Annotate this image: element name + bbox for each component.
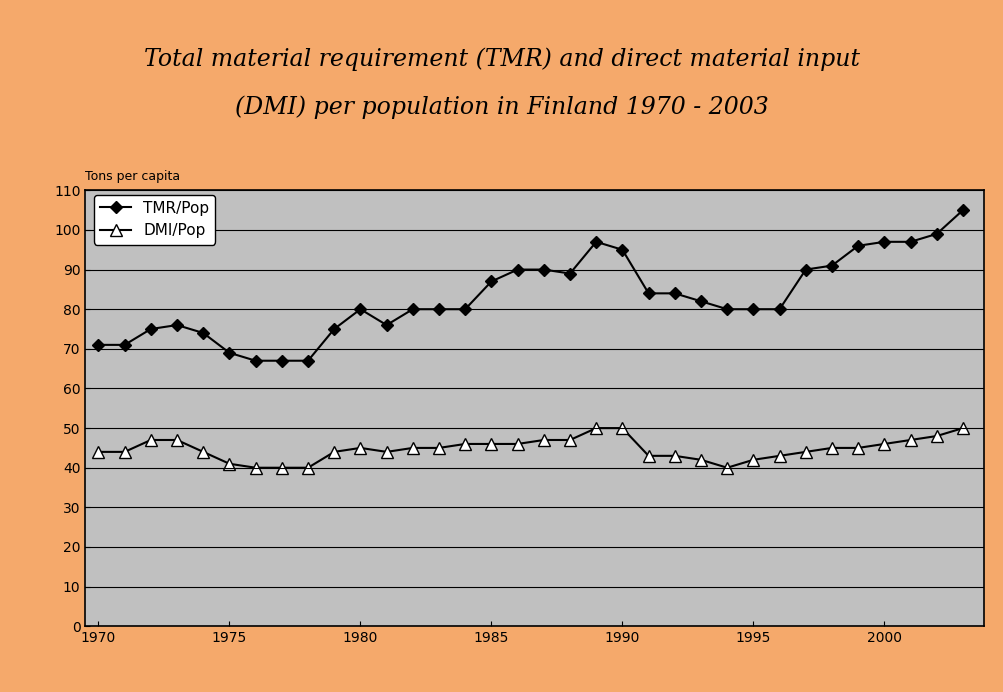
TMR/Pop	[484, 277, 496, 286]
DMI/Pop	[197, 448, 209, 456]
TMR/Pop	[642, 289, 654, 298]
TMR/Pop	[432, 305, 444, 313]
TMR/Pop	[250, 356, 262, 365]
DMI/Pop	[171, 436, 183, 444]
DMI/Pop	[616, 424, 628, 432]
DMI/Pop	[250, 464, 262, 472]
TMR/Pop	[694, 297, 706, 305]
TMR/Pop	[458, 305, 470, 313]
DMI/Pop	[224, 459, 236, 468]
DMI/Pop	[538, 436, 550, 444]
DMI/Pop	[878, 440, 890, 448]
DMI/Pop	[406, 444, 418, 452]
TMR/Pop	[512, 266, 524, 274]
DMI/Pop	[432, 444, 444, 452]
DMI/Pop	[930, 432, 942, 440]
DMI/Pop	[904, 436, 916, 444]
DMI/Pop	[825, 444, 838, 452]
DMI/Pop	[484, 440, 496, 448]
Line: DMI/Pop: DMI/Pop	[93, 423, 968, 473]
DMI/Pop	[668, 452, 680, 460]
TMR/Pop	[380, 321, 392, 329]
DMI/Pop	[380, 448, 392, 456]
TMR/Pop	[118, 340, 130, 349]
TMR/Pop	[328, 325, 340, 333]
DMI/Pop	[720, 464, 732, 472]
DMI/Pop	[799, 448, 811, 456]
TMR/Pop	[92, 340, 104, 349]
TMR/Pop	[354, 305, 366, 313]
DMI/Pop	[92, 448, 104, 456]
TMR/Pop	[590, 237, 602, 246]
Text: (DMI) per population in Finland 1970 - 2003: (DMI) per population in Finland 1970 - 2…	[235, 95, 768, 119]
DMI/Pop	[852, 444, 864, 452]
TMR/Pop	[930, 230, 942, 238]
TMR/Pop	[668, 289, 680, 298]
DMI/Pop	[328, 448, 340, 456]
DMI/Pop	[642, 452, 654, 460]
DMI/Pop	[772, 452, 784, 460]
TMR/Pop	[799, 266, 811, 274]
DMI/Pop	[276, 464, 288, 472]
Text: Tons per capita: Tons per capita	[85, 170, 181, 183]
DMI/Pop	[118, 448, 130, 456]
TMR/Pop	[171, 321, 183, 329]
Legend: TMR/Pop, DMI/Pop: TMR/Pop, DMI/Pop	[94, 194, 216, 244]
TMR/Pop	[224, 349, 236, 357]
DMI/Pop	[694, 455, 706, 464]
TMR/Pop	[720, 305, 732, 313]
TMR/Pop	[197, 329, 209, 337]
DMI/Pop	[354, 444, 366, 452]
TMR/Pop	[772, 305, 784, 313]
TMR/Pop	[302, 356, 314, 365]
TMR/Pop	[538, 266, 550, 274]
Text: Total material requirement (TMR) and direct material input: Total material requirement (TMR) and dir…	[143, 47, 860, 71]
DMI/Pop	[590, 424, 602, 432]
TMR/Pop	[878, 237, 890, 246]
TMR/Pop	[852, 242, 864, 250]
TMR/Pop	[904, 237, 916, 246]
DMI/Pop	[564, 436, 576, 444]
DMI/Pop	[144, 436, 156, 444]
TMR/Pop	[276, 356, 288, 365]
TMR/Pop	[564, 269, 576, 277]
TMR/Pop	[825, 262, 838, 270]
TMR/Pop	[956, 206, 968, 215]
DMI/Pop	[512, 440, 524, 448]
TMR/Pop	[144, 325, 156, 333]
TMR/Pop	[406, 305, 418, 313]
DMI/Pop	[458, 440, 470, 448]
TMR/Pop	[616, 246, 628, 254]
Line: TMR/Pop: TMR/Pop	[94, 206, 966, 365]
DMI/Pop	[746, 455, 758, 464]
DMI/Pop	[302, 464, 314, 472]
TMR/Pop	[746, 305, 758, 313]
DMI/Pop	[956, 424, 968, 432]
